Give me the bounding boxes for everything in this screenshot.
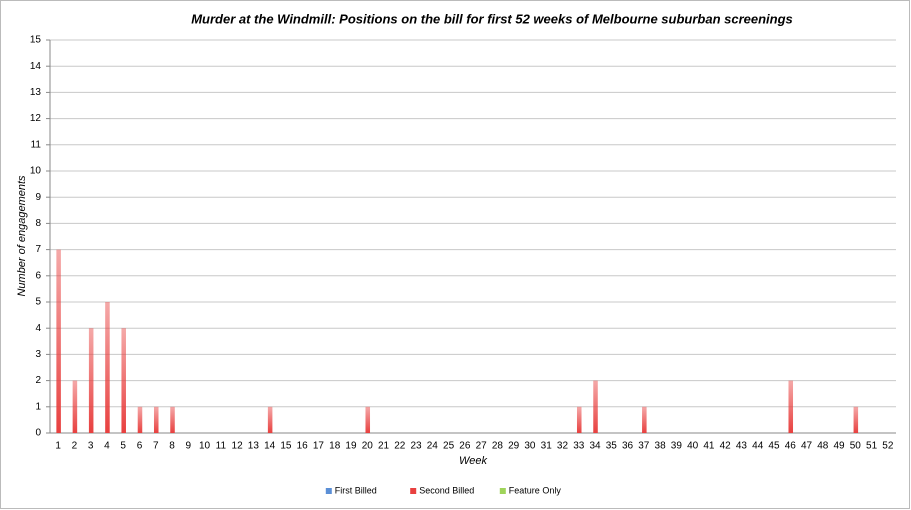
y-tick-label: 15 [30,35,42,46]
bar [593,380,598,433]
y-tick-label: 7 [35,244,41,255]
x-tick-label: 31 [541,441,553,452]
y-tick-label: 12 [30,113,42,124]
bar [88,328,94,433]
x-tick-label: 4 [104,441,110,452]
x-tick-label: 21 [378,441,390,452]
x-tick-label: 45 [768,441,780,452]
x-tick-label: 35 [606,441,618,452]
x-tick-label: 11 [216,441,227,452]
y-tick-label: 13 [30,87,42,98]
bar [72,380,78,433]
y-tick-label: 5 [35,297,41,308]
bar [170,406,175,433]
x-tick-label: 42 [720,441,732,452]
x-tick-label: 19 [345,441,357,452]
x-tick-label: 2 [72,441,78,452]
bar [121,328,126,433]
y-tick-label: 11 [31,139,42,150]
x-tick-label: 10 [199,441,211,452]
x-tick-label: 7 [153,441,159,452]
x-tick-label: 8 [169,441,175,452]
bar [153,406,159,433]
y-axis-title: Number of engagements [16,175,28,297]
legend-swatch [499,488,506,494]
bar [853,406,859,433]
x-tick-label: 49 [833,441,845,452]
x-tick-label: 46 [785,441,797,452]
x-tick-label: 37 [638,441,650,452]
x-tick-label: 41 [703,441,715,452]
legend-swatch [325,488,332,494]
x-tick-label: 17 [313,441,325,452]
x-tick-label: 18 [329,441,341,452]
y-tick-label: 6 [35,270,41,281]
bar [788,380,794,433]
x-tick-label: 39 [671,441,683,452]
x-tick-label: 16 [297,441,309,452]
x-tick-label: 9 [186,441,192,452]
y-tick-label: 3 [35,349,41,360]
y-tick-label: 10 [30,166,42,177]
x-tick-label: 28 [492,441,504,452]
x-tick-label: 3 [88,441,94,452]
x-tick-label: 34 [589,441,601,452]
y-tick-label: 4 [35,323,41,334]
x-tick-label: 20 [362,441,374,452]
legend-text: Feature Only [509,485,562,495]
x-tick-label: 40 [687,441,699,452]
legend-swatch [410,488,417,494]
x-tick-label: 23 [410,441,422,452]
x-tick-label: 27 [476,441,488,452]
x-tick-label: 36 [622,441,634,452]
x-tick-label: 30 [524,441,536,452]
x-tick-label: 47 [801,441,813,452]
bar [576,406,582,433]
legend-text: Second Billed [419,485,474,495]
bar [105,302,110,433]
x-tick-label: 22 [394,441,406,452]
x-tick-label: 29 [508,441,520,452]
bar [642,406,647,433]
y-tick-label: 1 [35,401,41,412]
x-tick-label: 1 [55,441,61,452]
y-tick-label: 0 [35,428,41,439]
x-tick-label: 14 [264,441,276,452]
bar [56,249,61,433]
x-tick-label: 24 [427,441,439,452]
x-tick-label: 38 [655,441,667,452]
x-tick-label: 52 [882,441,894,452]
x-tick-label: 32 [557,441,569,452]
x-tick-label: 25 [443,441,455,452]
y-tick-label: 8 [35,218,41,229]
x-tick-label: 51 [866,441,878,452]
x-tick-label: 33 [573,441,585,452]
x-tick-label: 26 [459,441,471,452]
x-tick-label: 48 [817,441,829,452]
chart-title: Murder at the Windmill: Positions on the… [191,11,793,26]
x-tick-label: 50 [850,441,862,452]
bar [267,406,273,433]
y-tick-label: 2 [35,375,41,386]
x-axis-title: Week [459,455,487,467]
x-tick-label: 15 [280,441,292,452]
bar [137,406,143,433]
x-tick-label: 43 [736,441,748,452]
legend-text: First Billed [335,485,377,495]
x-tick-label: 12 [232,441,244,452]
x-tick-label: 44 [752,441,764,452]
y-tick-label: 9 [35,192,41,203]
x-tick-label: 5 [120,441,126,452]
x-tick-label: 6 [137,441,143,452]
y-tick-label: 14 [30,61,42,72]
bar [365,406,371,433]
x-tick-label: 13 [248,441,260,452]
